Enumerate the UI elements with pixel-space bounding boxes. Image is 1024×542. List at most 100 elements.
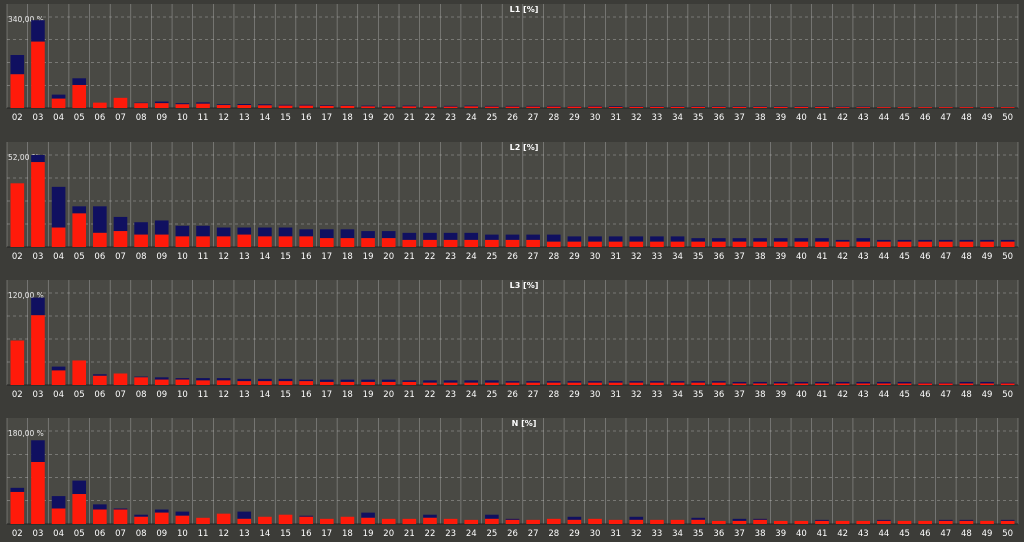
x-tick-label: 16 [301,529,312,539]
bar-series-2 [319,105,334,106]
x-tick-label: 27 [528,390,539,400]
x-tick-label: 26 [507,390,518,400]
x-tick-label: 25 [486,113,497,123]
bar-series-2 [856,381,871,384]
x-tick-label: 46 [920,252,931,262]
bar-series-2 [423,380,437,383]
x-tick-label: 49 [982,529,993,539]
x-tick-label: 18 [342,529,353,539]
x-tick-label: 37 [734,390,745,400]
x-tick-label: 02 [12,529,23,539]
bar-series-1 [340,381,355,385]
bar-series-1 [278,236,293,247]
x-tick-label: 43 [858,390,869,400]
bar-series-2 [691,381,706,383]
bar-series-1 [959,241,974,247]
bar-series-1 [402,239,417,247]
bar-series-1 [278,381,293,385]
x-tick-label: 21 [404,390,415,400]
x-tick-label: 37 [734,252,745,262]
chart-title: N [%] [512,419,537,428]
x-tick-label: 02 [12,113,23,123]
bar-series-2 [423,232,437,240]
bar-series-2 [856,238,871,242]
bar-series-1 [959,520,974,524]
x-tick-label: 39 [775,113,786,123]
bar-series-1 [732,383,747,385]
bar-series-2 [1000,239,1015,242]
bar-series-2 [216,378,231,381]
bar-series-1 [815,383,829,385]
x-tick-label: 15 [280,529,291,539]
x-tick-label: 36 [713,529,724,539]
bar-series-1 [31,462,45,524]
x-tick-label: 43 [858,529,869,539]
bar-series-1 [134,516,148,524]
bar-series-2 [753,106,767,107]
bar-series-1 [485,382,499,385]
bar-series-1 [856,241,871,247]
bar-series-1 [856,520,871,524]
bar-series-2 [835,239,850,242]
bar-series-2 [361,512,375,518]
bar-series-2 [361,105,375,107]
bar-series-1 [51,98,66,108]
x-tick-label: 32 [631,529,642,539]
bar-series-1 [650,382,664,385]
x-tick-label: 24 [466,390,477,400]
bar-series-1 [897,241,912,247]
bar-series-1 [938,520,953,524]
plot-area [7,280,1018,385]
x-tick-label: 33 [652,529,663,539]
x-tick-label: 29 [569,252,580,262]
bar-series-1 [691,241,706,247]
bar-series-2 [237,511,252,519]
bar-series-2 [732,238,747,242]
bar-series-1 [402,106,417,108]
x-tick-label: 37 [734,113,745,123]
x-tick-label: 07 [115,252,126,262]
bar-series-2 [237,378,252,382]
x-tick-label: 31 [610,390,621,400]
bar-series-1 [753,241,767,247]
x-tick-label: 12 [218,529,229,539]
bar-series-2 [278,104,293,106]
bar-series-1 [938,107,953,108]
x-tick-label: 24 [466,113,477,123]
bar-series-2 [10,55,25,75]
bar-series-2 [237,227,252,235]
bar-series-2 [877,381,891,384]
bar-series-1 [258,516,272,524]
bar-series-1 [938,383,953,385]
x-tick-label: 12 [218,252,229,262]
plot-area [7,4,1018,108]
bar-series-2 [526,381,540,383]
x-tick-label: 30 [590,390,601,400]
x-tick-label: 39 [775,529,786,539]
x-tick-label: 13 [239,529,250,539]
bar-series-2 [856,106,871,108]
x-tick-label: 48 [961,529,972,539]
x-tick-label: 14 [259,252,270,262]
x-tick-label: 16 [301,113,312,123]
bar-series-2 [381,105,396,107]
x-tick-label: 41 [817,529,828,539]
bar-series-2 [464,105,479,107]
bar-series-2 [31,297,45,316]
bar-series-1 [650,106,664,108]
bar-series-1 [815,241,829,247]
bar-series-2 [93,374,107,376]
x-tick-label: 18 [342,113,353,123]
bar-series-1 [423,239,437,247]
bar-series-2 [196,225,210,237]
x-tick-label: 22 [425,390,436,400]
x-tick-label: 08 [136,529,147,539]
bar-series-2 [423,514,437,518]
x-tick-label: 44 [878,252,889,262]
bar-series-1 [588,106,602,108]
x-tick-label: 17 [321,113,332,123]
bar-series-2 [299,104,313,106]
x-tick-label: 09 [156,113,167,123]
x-tick-label: 46 [920,529,931,539]
